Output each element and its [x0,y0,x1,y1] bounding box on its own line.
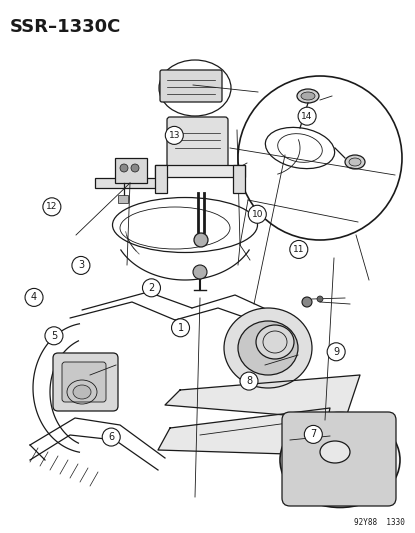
Circle shape [120,164,128,172]
Circle shape [25,288,43,306]
Bar [155,165,167,193]
Text: 9: 9 [333,347,339,357]
FancyBboxPatch shape [53,353,118,411]
Ellipse shape [73,385,91,399]
Circle shape [240,372,258,390]
Text: 2: 2 [148,283,155,293]
Ellipse shape [345,155,365,169]
Text: 10: 10 [251,210,263,219]
Circle shape [193,265,207,279]
Text: 13: 13 [168,131,180,140]
Circle shape [327,343,345,361]
Circle shape [102,428,120,446]
Ellipse shape [256,325,294,359]
Circle shape [194,233,208,247]
Circle shape [45,327,63,345]
Circle shape [298,107,316,125]
Bar [118,195,128,203]
Text: 7: 7 [310,430,317,439]
Circle shape [317,296,323,302]
Circle shape [142,279,161,297]
Circle shape [248,205,266,223]
Bar [155,165,245,177]
Ellipse shape [297,89,319,103]
Bar [115,158,147,183]
Ellipse shape [301,92,315,100]
Text: 14: 14 [301,112,313,120]
Text: 1: 1 [178,323,183,333]
Ellipse shape [224,308,312,388]
Circle shape [171,319,190,337]
Text: 6: 6 [108,432,114,442]
FancyBboxPatch shape [62,362,106,402]
Text: 8: 8 [246,376,252,386]
Text: 5: 5 [51,331,57,341]
Bar [95,178,160,188]
Ellipse shape [238,321,298,375]
Polygon shape [158,408,330,455]
Circle shape [165,126,183,144]
Circle shape [131,164,139,172]
Circle shape [304,425,322,443]
Text: 92Y88  1330: 92Y88 1330 [354,518,405,527]
Circle shape [290,240,308,259]
Text: 3: 3 [78,261,84,270]
Bar [233,165,245,193]
Ellipse shape [280,413,400,507]
Ellipse shape [320,441,350,463]
Text: 11: 11 [293,245,305,254]
Text: 12: 12 [46,203,58,211]
Ellipse shape [349,158,361,166]
Text: 4: 4 [31,293,37,302]
FancyBboxPatch shape [160,70,222,102]
FancyBboxPatch shape [167,117,228,168]
Polygon shape [165,375,360,420]
Circle shape [302,297,312,307]
FancyBboxPatch shape [282,412,396,506]
Circle shape [43,198,61,216]
Circle shape [72,256,90,274]
Text: SSR–1330C: SSR–1330C [10,18,121,36]
